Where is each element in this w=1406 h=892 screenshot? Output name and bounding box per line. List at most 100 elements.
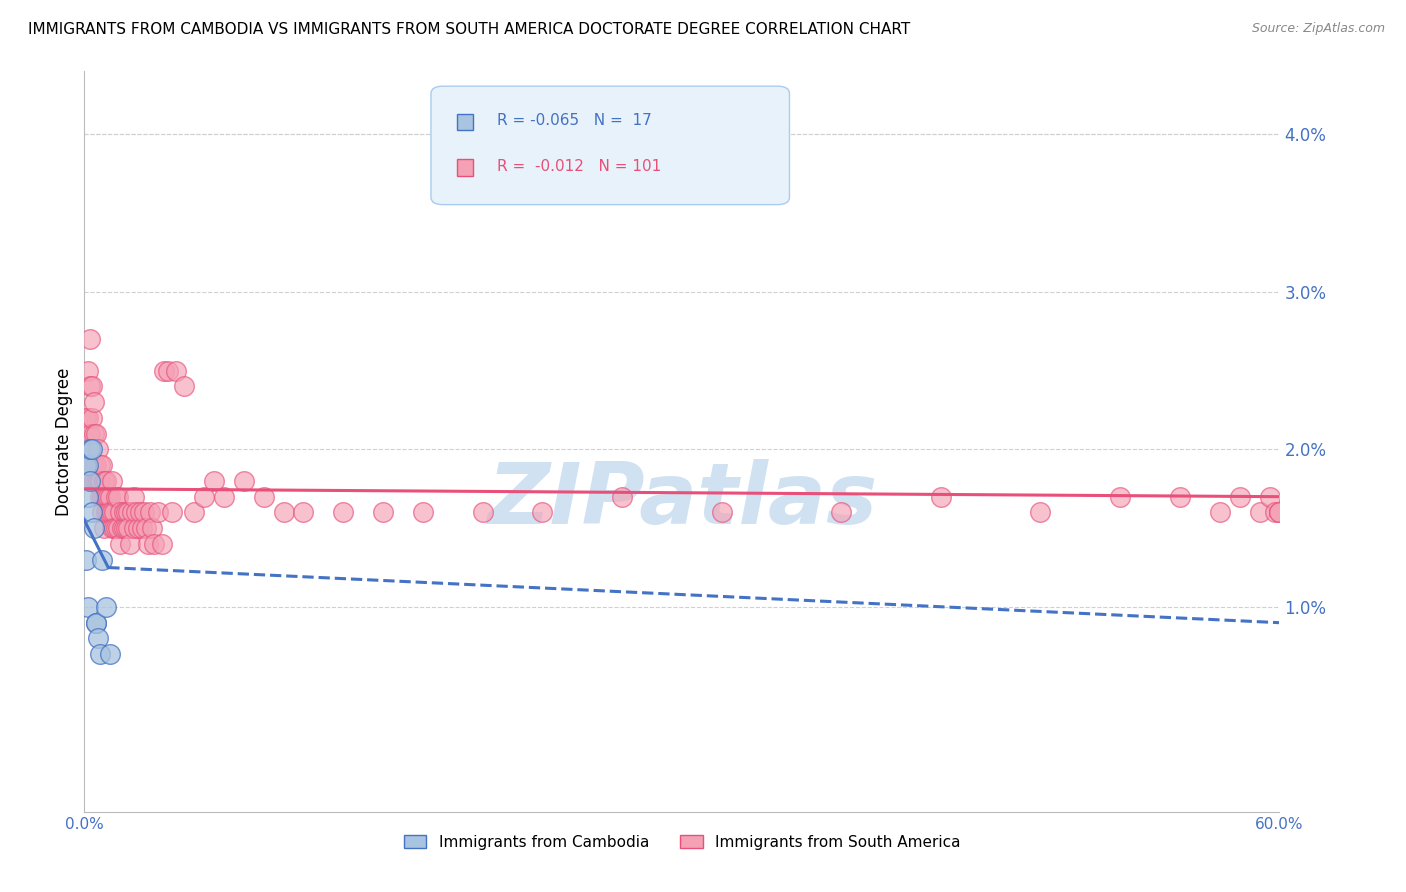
Point — [471, 505, 494, 519]
Point — [98, 490, 121, 504]
Point — [107, 521, 129, 535]
Point — [101, 474, 124, 488]
Point — [87, 474, 110, 488]
Point — [93, 521, 115, 535]
Point — [77, 490, 100, 504]
Point — [122, 521, 145, 535]
Point — [127, 521, 149, 535]
FancyBboxPatch shape — [457, 160, 472, 176]
Point — [97, 490, 120, 504]
Point — [121, 505, 143, 519]
Point — [77, 411, 100, 425]
Point — [1268, 505, 1291, 519]
Point — [75, 458, 97, 472]
Point — [96, 490, 118, 504]
Point — [77, 442, 100, 457]
Point — [612, 490, 634, 504]
Point — [101, 521, 124, 535]
Point — [83, 521, 105, 535]
Point — [125, 505, 148, 519]
Point — [173, 379, 195, 393]
Point — [160, 505, 183, 519]
Point — [129, 505, 152, 519]
Point — [77, 364, 100, 378]
Point — [98, 505, 121, 519]
Point — [91, 458, 114, 472]
Text: R =  -0.012   N = 101: R = -0.012 N = 101 — [496, 159, 661, 174]
FancyBboxPatch shape — [432, 87, 790, 204]
Point — [117, 521, 139, 535]
Point — [77, 599, 100, 614]
Point — [89, 490, 111, 504]
Point — [83, 474, 105, 488]
Point — [96, 505, 118, 519]
Point — [1109, 490, 1132, 504]
Point — [89, 458, 111, 472]
Point — [1209, 505, 1232, 519]
Point — [91, 505, 114, 519]
Point — [292, 505, 315, 519]
Point — [146, 505, 169, 519]
Point — [202, 474, 225, 488]
Point — [115, 505, 138, 519]
Point — [96, 474, 118, 488]
Point — [165, 364, 187, 378]
Point — [1249, 505, 1271, 519]
Point — [117, 505, 139, 519]
Point — [135, 521, 157, 535]
Y-axis label: Doctorate Degree: Doctorate Degree — [55, 368, 73, 516]
Point — [103, 521, 125, 535]
Point — [1268, 505, 1291, 519]
Point — [105, 490, 128, 504]
Point — [82, 505, 104, 519]
Point — [193, 490, 215, 504]
Point — [91, 552, 114, 566]
Point — [93, 474, 115, 488]
Point — [79, 442, 101, 457]
Point — [79, 426, 101, 441]
Text: Source: ZipAtlas.com: Source: ZipAtlas.com — [1251, 22, 1385, 36]
Point — [82, 411, 104, 425]
Point — [75, 411, 97, 425]
Point — [93, 490, 115, 504]
Point — [929, 490, 952, 504]
Point — [98, 647, 121, 661]
Point — [105, 521, 128, 535]
Point — [830, 505, 852, 519]
Point — [531, 505, 554, 519]
Point — [412, 505, 434, 519]
Point — [97, 505, 120, 519]
Point — [273, 505, 295, 519]
Point — [82, 379, 104, 393]
Text: ZIPatlas: ZIPatlas — [486, 459, 877, 542]
Point — [143, 537, 166, 551]
Point — [79, 379, 101, 393]
Point — [1229, 490, 1251, 504]
Point — [79, 332, 101, 346]
Point — [141, 521, 163, 535]
Point — [79, 474, 101, 488]
Point — [83, 426, 105, 441]
Point — [110, 537, 132, 551]
Point — [86, 615, 108, 630]
Point — [77, 458, 100, 472]
Point — [150, 537, 173, 551]
Point — [157, 364, 180, 378]
Point — [101, 505, 124, 519]
Point — [82, 458, 104, 472]
Point — [115, 521, 138, 535]
Point — [253, 490, 276, 504]
Point — [212, 490, 235, 504]
Point — [111, 521, 134, 535]
Point — [87, 632, 110, 646]
Point — [120, 537, 142, 551]
Point — [373, 505, 395, 519]
Point — [83, 395, 105, 409]
Point — [96, 599, 118, 614]
Point — [112, 521, 135, 535]
Point — [107, 490, 129, 504]
Text: IMMIGRANTS FROM CAMBODIA VS IMMIGRANTS FROM SOUTH AMERICA DOCTORATE DEGREE CORRE: IMMIGRANTS FROM CAMBODIA VS IMMIGRANTS F… — [28, 22, 910, 37]
Point — [110, 505, 132, 519]
Point — [1264, 505, 1286, 519]
Point — [82, 442, 104, 457]
